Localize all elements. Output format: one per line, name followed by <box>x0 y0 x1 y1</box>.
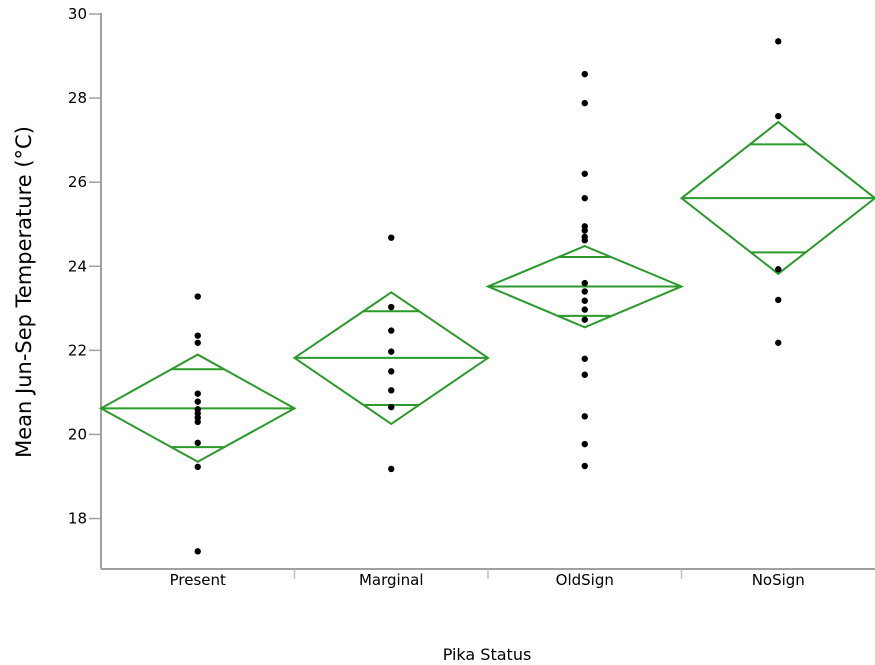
data-point <box>388 327 395 334</box>
ci-diamond <box>679 120 875 276</box>
data-point <box>775 266 782 273</box>
y-tick-label: 28 <box>68 89 87 107</box>
data-point <box>775 112 782 120</box>
data-point <box>775 296 782 304</box>
data-point <box>194 548 201 555</box>
data-point <box>194 332 201 339</box>
x-tick-label: Present <box>170 571 226 589</box>
data-point <box>581 227 588 234</box>
y-tick-label: 24 <box>68 257 87 275</box>
y-tick-label: 18 <box>68 510 87 528</box>
y-axis-title: Mean Jun-Sep Temperature (°C) <box>12 126 36 458</box>
data-point <box>388 234 395 241</box>
data-point <box>388 387 395 394</box>
data-point <box>581 316 588 323</box>
y-tick-label: 20 <box>68 425 87 443</box>
y-tick-label: 30 <box>68 5 87 23</box>
data-point <box>581 462 588 470</box>
data-point <box>581 237 588 244</box>
data-points <box>194 38 782 555</box>
x-axis: Present Marginal OldSign NoSign <box>101 568 875 589</box>
data-point <box>581 288 588 295</box>
y-tick-label: 22 <box>68 341 87 359</box>
data-point <box>194 293 201 300</box>
data-point <box>581 170 588 177</box>
data-point <box>775 38 782 45</box>
data-point <box>388 303 395 311</box>
data-point <box>388 368 395 375</box>
data-point <box>581 355 588 362</box>
data-point <box>581 194 588 202</box>
data-point <box>194 418 201 426</box>
data-point <box>388 403 395 411</box>
x-tick-label: Marginal <box>359 571 424 589</box>
data-point <box>388 348 395 355</box>
data-point <box>194 463 201 471</box>
y-tick-label: 26 <box>68 173 87 191</box>
data-point <box>581 99 588 107</box>
diamond-oldsign <box>485 245 685 329</box>
data-point <box>194 339 201 346</box>
data-point <box>194 390 201 397</box>
data-point <box>194 439 201 447</box>
data-point <box>581 440 588 448</box>
x-tick-label: NoSign <box>752 571 805 589</box>
mean-diamonds <box>98 120 875 463</box>
data-point <box>581 279 588 287</box>
data-point <box>581 371 588 378</box>
diamond-nosign <box>679 120 875 276</box>
data-point <box>581 306 588 313</box>
data-point <box>581 70 588 78</box>
data-point <box>194 398 201 405</box>
data-point <box>775 339 782 346</box>
data-point <box>581 297 588 304</box>
data-point <box>581 413 588 420</box>
y-axis: 18 20 22 24 26 28 30 <box>68 5 102 569</box>
data-point <box>388 465 395 473</box>
x-tick-label: OldSign <box>556 571 614 589</box>
x-axis-title: Pika Status <box>443 645 532 664</box>
